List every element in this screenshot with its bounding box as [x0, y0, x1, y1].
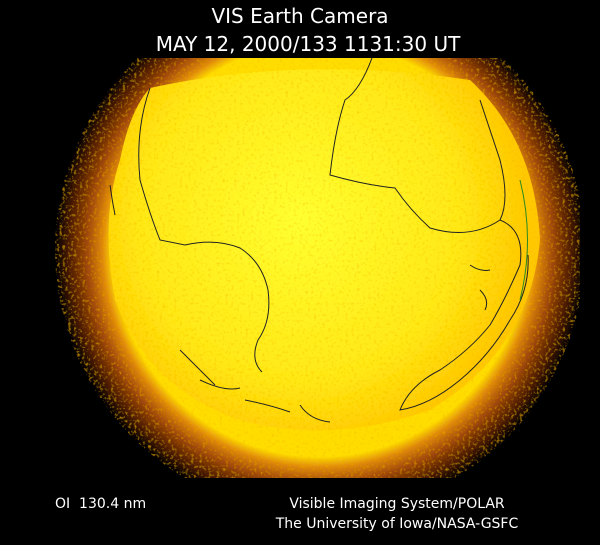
- earth-image: [55, 58, 580, 478]
- title: VIS Earth Camera: [211, 4, 388, 28]
- institution: The University of Iowa/NASA-GSFC: [275, 516, 519, 532]
- earth-disc: [108, 69, 541, 431]
- terminator-line: [519, 179, 528, 301]
- instrument: Visible Imaging System/POLAR: [289, 496, 505, 512]
- wavelength: OI 130.4 nm: [55, 496, 146, 512]
- timestamp: MAY 12, 2000/133 1131:30 UT: [156, 32, 461, 56]
- coastlines: [109, 58, 529, 423]
